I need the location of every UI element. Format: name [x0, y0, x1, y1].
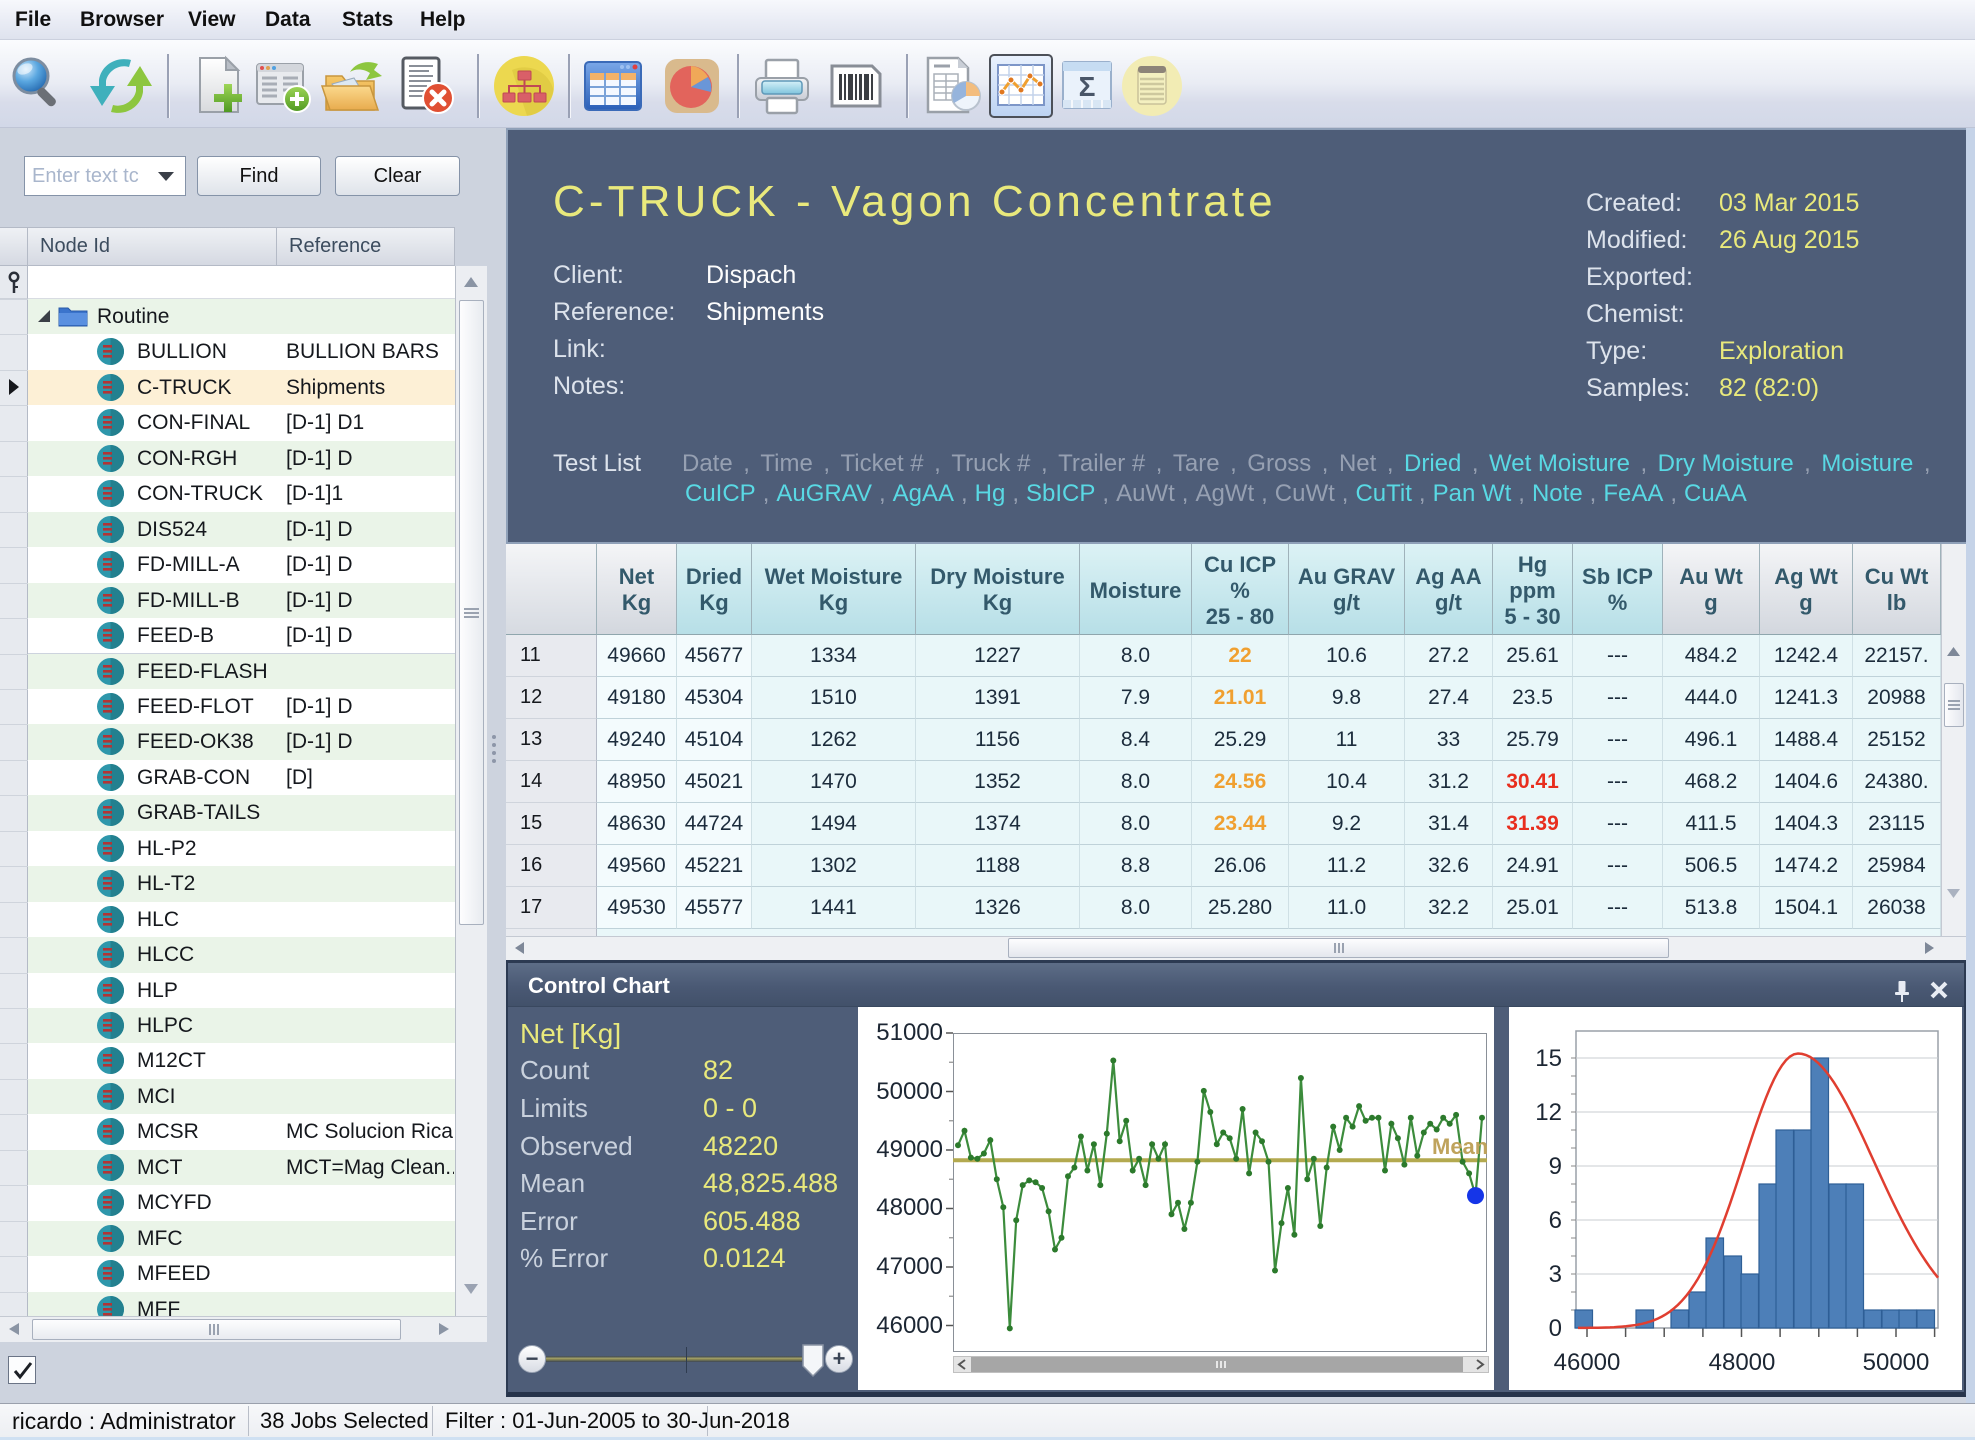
svg-text:Σ: Σ [1079, 71, 1096, 102]
svg-text:50000: 50000 [876, 1078, 943, 1105]
svg-text:48000: 48000 [876, 1194, 943, 1221]
svg-text:6: 6 [1549, 1207, 1562, 1234]
svg-text:46000: 46000 [1554, 1349, 1621, 1376]
svg-text:51000: 51000 [876, 1019, 943, 1046]
svg-text:9: 9 [1549, 1153, 1562, 1180]
svg-text:50000: 50000 [1863, 1349, 1930, 1376]
svg-text:12: 12 [1535, 1099, 1562, 1126]
svg-text:49000: 49000 [876, 1136, 943, 1163]
svg-text:47000: 47000 [876, 1253, 943, 1280]
svg-text:Mean: Mean [1432, 1134, 1488, 1159]
svg-text:3: 3 [1549, 1261, 1562, 1288]
svg-text:46000: 46000 [876, 1312, 943, 1339]
svg-text:15: 15 [1535, 1045, 1562, 1072]
svg-text:0: 0 [1549, 1315, 1562, 1342]
svg-text:48000: 48000 [1709, 1349, 1776, 1376]
